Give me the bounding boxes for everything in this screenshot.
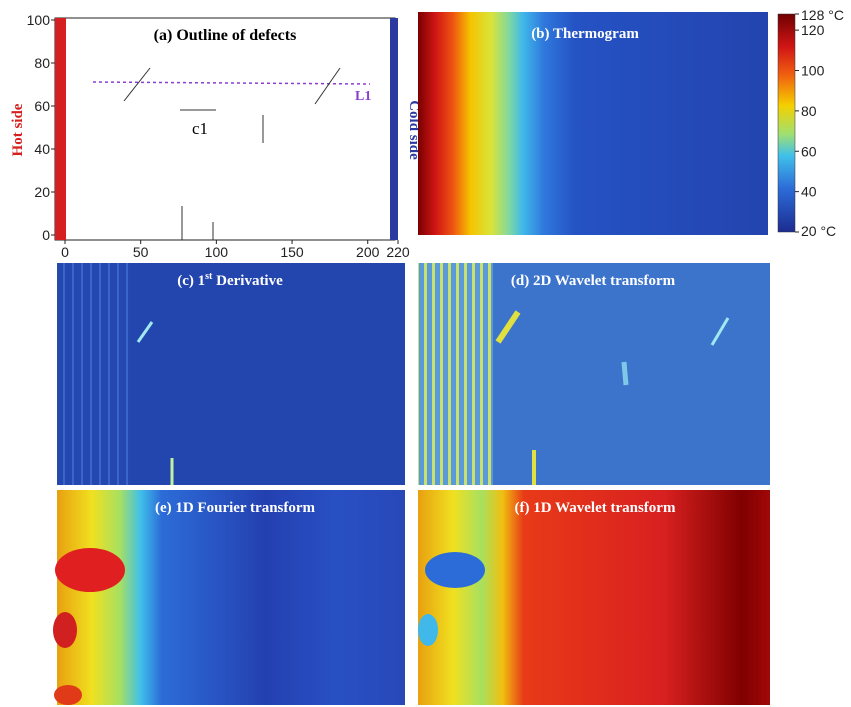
- hot-bar: [55, 18, 66, 240]
- colorbar-label: 120: [801, 22, 825, 38]
- panel-c: (c) 1st Derivative: [57, 263, 405, 485]
- panel-title: (b) Thermogram: [531, 26, 639, 42]
- x-tick-label: 0: [61, 244, 69, 260]
- panel-title: (f) 1D Wavelet transform: [515, 500, 676, 516]
- x-tick-label: 50: [133, 244, 149, 260]
- panel-d: (d) 2D Wavelet transform: [418, 263, 770, 485]
- heatmap-region: [418, 263, 493, 485]
- y-tick-label: 20: [34, 184, 50, 200]
- colorbar: [778, 14, 795, 232]
- heatmap-blob: [418, 614, 438, 646]
- figure: (a) Outline of defects Hot side Cold sid…: [0, 0, 851, 707]
- cold-bar: [390, 18, 398, 240]
- panel-f: (f) 1D Wavelet transform: [418, 490, 770, 705]
- defect-label: c1: [192, 119, 208, 138]
- panel-title: (d) 2D Wavelet transform: [511, 273, 676, 289]
- heatmap: [418, 490, 770, 705]
- y-tick-label: 100: [27, 12, 51, 28]
- y-tick-label: 60: [34, 98, 50, 114]
- colorbar-label: 128 °C: [801, 7, 844, 23]
- x-tick-label: 150: [280, 244, 304, 260]
- defect-signal: [624, 362, 626, 385]
- colorbar-label: 60: [801, 143, 817, 159]
- plot-frame: [55, 18, 395, 240]
- panel-title: (c) 1st Derivative: [177, 271, 283, 289]
- heatmap-blob: [55, 548, 125, 592]
- title-part: (c) 1: [177, 273, 205, 289]
- panel-e: (e) 1D Fourier transform: [53, 490, 405, 705]
- line-label: L1: [355, 89, 371, 104]
- colorbar-label: 100: [801, 63, 825, 79]
- colorbar-label: 20 °C: [801, 223, 836, 239]
- panel-title: (a) Outline of defects: [154, 27, 297, 44]
- title-part: Derivative: [212, 273, 283, 289]
- x-tick-label: 200: [356, 244, 380, 260]
- heatmap: [418, 12, 768, 235]
- heatmap-blob: [425, 552, 485, 588]
- heatmap-region: [130, 263, 405, 485]
- x-tick-label: 100: [205, 244, 229, 260]
- y-tick-label: 0: [42, 227, 50, 243]
- heatmap: [57, 490, 405, 705]
- heatmap-blob: [54, 685, 82, 705]
- hot-label: Hot side: [10, 103, 26, 156]
- panel-a: (a) Outline of defects Hot side Cold sid…: [10, 12, 422, 260]
- y-tick-label: 40: [34, 141, 50, 157]
- colorbar-label: 40: [801, 184, 817, 200]
- panel-title: (e) 1D Fourier transform: [155, 500, 316, 516]
- y-tick-label: 80: [34, 55, 50, 71]
- x-tick-label: 220: [386, 244, 410, 260]
- heatmap-blob: [53, 612, 77, 648]
- colorbar-label: 80: [801, 103, 817, 119]
